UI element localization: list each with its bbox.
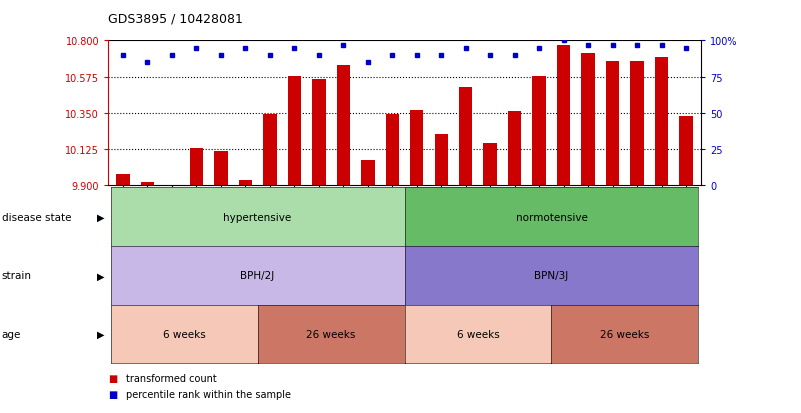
Bar: [336, 65, 350, 186]
Text: ■: ■: [108, 373, 118, 383]
Text: ▶: ▶: [97, 329, 104, 339]
Text: transformed count: transformed count: [126, 373, 216, 383]
Bar: [679, 117, 693, 186]
Text: disease state: disease state: [2, 212, 71, 222]
Bar: [434, 135, 448, 186]
Bar: [239, 181, 252, 186]
Text: ■: ■: [108, 389, 118, 399]
Text: strain: strain: [2, 271, 31, 281]
Text: GDS3895 / 10428081: GDS3895 / 10428081: [108, 12, 243, 25]
Bar: [312, 80, 325, 186]
Bar: [190, 149, 203, 186]
Text: ▶: ▶: [97, 212, 104, 222]
Bar: [165, 186, 179, 188]
Text: BPH/2J: BPH/2J: [240, 271, 275, 281]
Bar: [361, 160, 375, 186]
Bar: [630, 62, 644, 186]
Bar: [116, 175, 130, 186]
Bar: [582, 54, 595, 186]
Text: BPN/3J: BPN/3J: [534, 271, 569, 281]
Text: 26 weeks: 26 weeks: [306, 329, 356, 339]
Bar: [459, 88, 473, 186]
Text: hypertensive: hypertensive: [223, 212, 292, 222]
Bar: [508, 112, 521, 186]
Bar: [288, 77, 301, 186]
Bar: [410, 110, 424, 186]
Bar: [484, 144, 497, 186]
Text: normotensive: normotensive: [516, 212, 587, 222]
Bar: [557, 46, 570, 186]
Text: 26 weeks: 26 weeks: [600, 329, 650, 339]
Bar: [214, 152, 227, 186]
Bar: [655, 57, 668, 186]
Text: 6 weeks: 6 weeks: [163, 329, 205, 339]
Bar: [141, 183, 154, 186]
Bar: [606, 62, 619, 186]
Text: age: age: [2, 329, 21, 339]
Text: percentile rank within the sample: percentile rank within the sample: [126, 389, 291, 399]
Bar: [533, 77, 546, 186]
Text: 6 weeks: 6 weeks: [457, 329, 499, 339]
Bar: [263, 115, 276, 186]
Text: ▶: ▶: [97, 271, 104, 281]
Bar: [385, 115, 399, 186]
